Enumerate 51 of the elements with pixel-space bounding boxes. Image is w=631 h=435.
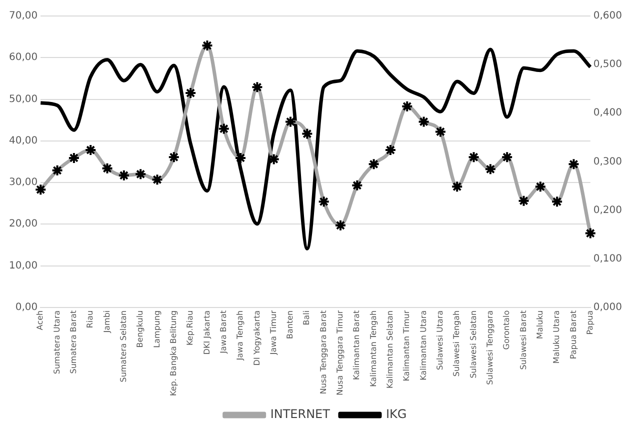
y2-tick-label: 0,000 — [593, 302, 622, 313]
x-tick-label: Nusa Tenggara Barat — [318, 310, 328, 394]
x-tick-label: Bengkulu — [136, 310, 145, 348]
x-tick-label: Bali — [302, 310, 312, 326]
x-tick-label: Jambi — [102, 310, 112, 334]
y-tick-label: 0,00 — [15, 302, 38, 313]
x-tick-label: Kalimantan Timur — [402, 310, 412, 382]
x-tick-label: Sulawesi Selatan — [468, 310, 478, 378]
x-tick-label: Jawa Timur — [268, 310, 278, 356]
x-tick-label: Sulawesi Barat — [518, 310, 528, 370]
x-tick-label: Aceh — [36, 310, 45, 330]
y-tick-label: 10,00 — [8, 260, 38, 272]
x-tick-label: Papua — [585, 310, 594, 335]
legend-label: INTERNET — [270, 407, 331, 422]
x-tick-label: Nusa Tenggara Timur — [336, 310, 345, 396]
x-tick-label: Sulawesi Utara — [436, 310, 445, 370]
x-tick-label: Sumatera Selatan — [119, 310, 128, 382]
x-tick-label: Jawa Tengah — [236, 310, 245, 362]
x-tick-label: Papua Barat — [568, 310, 578, 360]
y-tick-label: 60,00 — [8, 52, 38, 64]
x-tick-label: Kep. Bangka Belitung — [168, 310, 178, 396]
x-tick-label: Banten — [286, 310, 295, 339]
x-tick-label: Maluku — [535, 310, 544, 339]
x-tick-label: Sumatera Barat — [69, 310, 78, 374]
y-tick-label: 70,00 — [8, 10, 38, 22]
y2-tick-label: 0,400 — [593, 108, 622, 119]
x-tick-label: Kalimantan Utara — [418, 310, 428, 380]
x-tick-label: Lampung — [152, 310, 162, 348]
x-tick-label: DKI Jakarta — [202, 310, 212, 355]
x-tick-label: Jawa Barat — [218, 310, 228, 354]
x-tick-label: Kalimantan Barat — [352, 310, 362, 380]
y2-tick-label: 0,300 — [593, 156, 622, 168]
x-tick-label: Kep.Riau — [186, 310, 195, 346]
y2-tick-label: 0,500 — [593, 59, 622, 70]
legend-label: IKG — [386, 407, 407, 422]
y2-tick-label: 0,600 — [593, 10, 622, 22]
x-tick-label: Kalimantan Tengah — [368, 310, 378, 387]
y-tick-label: 50,00 — [8, 94, 38, 105]
x-tick-label: DI Yogyakarta — [252, 310, 262, 366]
y-tick-label: 20,00 — [8, 218, 38, 230]
x-tick-label: Gorontalo — [502, 310, 512, 350]
y-tick-label: 40,00 — [8, 135, 38, 146]
x-tick-label: Sulawesi Tenggara — [485, 310, 494, 385]
x-tick-label: Sumatera Utara — [52, 310, 62, 374]
x-tick-label: Riau — [86, 310, 95, 328]
y-tick-label: 30,00 — [8, 177, 38, 188]
x-tick-label: Sulawesi Tengah — [452, 310, 462, 377]
y2-tick-label: 0,100 — [593, 253, 622, 264]
x-tick-label: Maluku Utara — [552, 310, 562, 364]
x-tick-label: Kalimantan Selatan — [386, 310, 395, 388]
y2-tick-label: 0,200 — [593, 204, 622, 216]
